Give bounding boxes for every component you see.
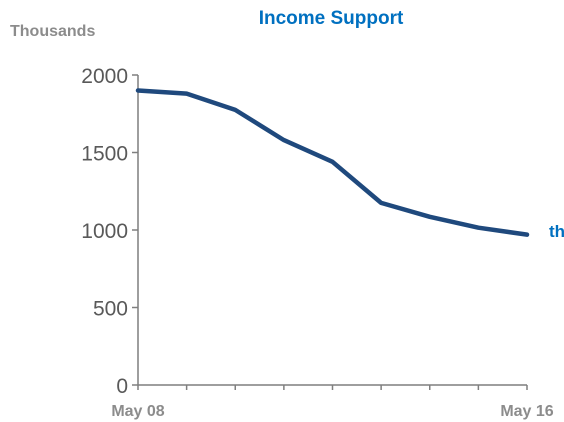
- y-tick-label: 0: [116, 375, 128, 398]
- chart-title: Income Support: [259, 8, 404, 29]
- y-axis-unit-label: Thousands: [10, 23, 95, 40]
- x-tick-label: May 16: [500, 403, 553, 420]
- y-tick-label: 1000: [81, 220, 128, 243]
- y-tick-label: 1500: [81, 143, 128, 166]
- x-axis-ticks: May 08 May 16: [111, 385, 554, 420]
- y-tick-label: 500: [93, 298, 128, 321]
- y-axis-ticks: 0 500 1000 1500 2000: [81, 65, 138, 398]
- series-line: [135, 88, 530, 237]
- series-end-label: th: [549, 222, 564, 241]
- x-tick-label: May 08: [111, 403, 164, 420]
- y-tick-label: 2000: [81, 65, 128, 88]
